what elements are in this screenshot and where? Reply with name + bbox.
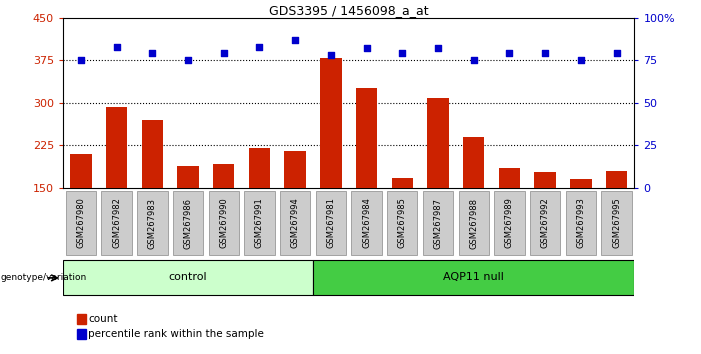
Bar (356, 88, 377, 188)
Text: GSM267983: GSM267983 (148, 198, 157, 249)
FancyBboxPatch shape (63, 261, 313, 295)
Point (504, 51, 515, 56)
Point (75, 57, 86, 63)
Point (433, 45, 444, 51)
FancyBboxPatch shape (315, 191, 346, 255)
Point (540, 51, 551, 56)
Text: genotype/variation: genotype/variation (1, 273, 87, 282)
Text: GSM267991: GSM267991 (255, 198, 264, 249)
Point (611, 51, 622, 56)
FancyBboxPatch shape (313, 261, 634, 295)
Bar (606, 171, 627, 188)
Bar (392, 178, 413, 188)
Text: GSM267982: GSM267982 (112, 198, 121, 249)
Bar (463, 137, 484, 188)
Text: AQP11 null: AQP11 null (443, 272, 504, 282)
Text: GSM267988: GSM267988 (469, 198, 478, 249)
Point (468, 57, 479, 63)
Text: GSM267981: GSM267981 (327, 198, 335, 249)
Text: GSM267992: GSM267992 (540, 198, 550, 249)
FancyBboxPatch shape (494, 191, 524, 255)
Bar (320, 58, 341, 188)
Bar (177, 166, 199, 188)
FancyBboxPatch shape (102, 191, 132, 255)
Text: GSM267984: GSM267984 (362, 198, 371, 249)
Point (290, 37, 301, 42)
FancyBboxPatch shape (137, 191, 168, 255)
Bar (570, 179, 592, 188)
Text: control: control (169, 272, 207, 282)
Bar (142, 120, 163, 188)
FancyBboxPatch shape (280, 191, 311, 255)
Point (576, 57, 587, 63)
FancyBboxPatch shape (601, 191, 632, 255)
FancyBboxPatch shape (387, 191, 418, 255)
FancyBboxPatch shape (173, 191, 203, 255)
FancyBboxPatch shape (245, 191, 275, 255)
Point (325, 52, 336, 58)
Point (254, 44, 265, 50)
FancyBboxPatch shape (66, 191, 96, 255)
Bar (213, 164, 234, 188)
FancyBboxPatch shape (566, 191, 596, 255)
Point (147, 51, 158, 56)
Point (397, 51, 408, 56)
Bar (70, 154, 92, 188)
FancyBboxPatch shape (530, 191, 560, 255)
Text: GSM267994: GSM267994 (291, 198, 300, 249)
Bar (285, 151, 306, 188)
Title: GDS3395 / 1456098_a_at: GDS3395 / 1456098_a_at (269, 4, 428, 17)
Bar (249, 148, 270, 188)
Text: GSM267990: GSM267990 (219, 198, 229, 249)
Point (218, 51, 229, 56)
Bar (534, 172, 556, 188)
Text: GSM267986: GSM267986 (184, 198, 193, 249)
Point (182, 57, 193, 63)
Text: GSM267993: GSM267993 (576, 198, 585, 249)
Point (111, 44, 122, 50)
Text: GSM267987: GSM267987 (433, 198, 442, 249)
Text: GSM267985: GSM267985 (397, 198, 407, 249)
FancyBboxPatch shape (351, 191, 382, 255)
Text: percentile rank within the sample: percentile rank within the sample (88, 329, 264, 339)
Text: GSM267989: GSM267989 (505, 198, 514, 249)
Text: GSM267980: GSM267980 (76, 198, 86, 249)
Text: count: count (88, 314, 118, 324)
FancyBboxPatch shape (209, 191, 239, 255)
Bar (106, 107, 128, 188)
FancyBboxPatch shape (423, 191, 453, 255)
Bar (428, 98, 449, 188)
Bar (498, 168, 520, 188)
Text: GSM267995: GSM267995 (612, 198, 621, 249)
FancyBboxPatch shape (458, 191, 489, 255)
Point (361, 45, 372, 51)
